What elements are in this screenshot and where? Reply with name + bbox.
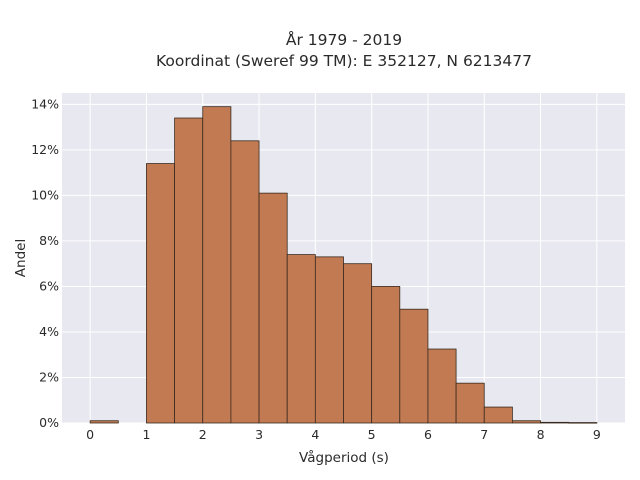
x-axis-label: Vågperiod (s) (299, 449, 389, 466)
histogram-bar (512, 420, 541, 424)
y-axis-label: Andel (13, 239, 29, 277)
x-tick-label: 6 (424, 427, 432, 442)
x-tick-label: 9 (593, 427, 601, 442)
y-tick-label: 0% (39, 415, 59, 430)
y-tick-labels: 0% 2% 4% 6% 8% 10% 12% 14% (31, 96, 59, 430)
histogram-bar (146, 163, 175, 424)
histogram-bar (258, 192, 288, 424)
y-tick-label: 14% (31, 96, 59, 111)
x-tick-label: 4 (311, 427, 319, 442)
x-tick-label: 3 (255, 427, 263, 442)
x-tick-label: 8 (537, 427, 545, 442)
x-tick-label: 2 (199, 427, 207, 442)
chart-subtitle: Koordinat (Sweref 99 TM): E 352127, N 62… (156, 52, 532, 70)
histogram-bar (89, 420, 119, 424)
histogram-bar (427, 348, 457, 424)
x-tick-label: 1 (142, 427, 150, 442)
chart-title: År 1979 - 2019 (286, 30, 402, 49)
x-tick-label: 5 (368, 427, 376, 442)
bar-layer (89, 106, 598, 424)
y-tick-label: 4% (39, 324, 59, 339)
histogram-bar (455, 382, 485, 424)
y-tick-label: 6% (39, 278, 59, 293)
y-tick-label: 8% (39, 233, 59, 248)
histogram-bar (483, 406, 513, 424)
y-tick-label: 12% (31, 142, 59, 157)
histogram-bar (174, 117, 204, 424)
x-tick-label: 7 (480, 427, 488, 442)
x-tick-label: 0 (86, 427, 94, 442)
y-tick-label: 10% (31, 187, 59, 202)
histogram-bar (202, 106, 232, 424)
histogram-bar (286, 254, 316, 424)
histogram-bar (314, 256, 344, 424)
y-tick-label: 2% (39, 369, 59, 384)
histogram-bar (568, 422, 598, 424)
histogram-bar (540, 421, 570, 424)
histogram-bar (230, 140, 260, 424)
x-tick-labels: 0 1 2 3 4 5 6 7 8 9 (86, 427, 601, 442)
histogram-bar (343, 263, 373, 424)
histogram-bar (399, 308, 429, 424)
histogram-bar (371, 286, 401, 424)
